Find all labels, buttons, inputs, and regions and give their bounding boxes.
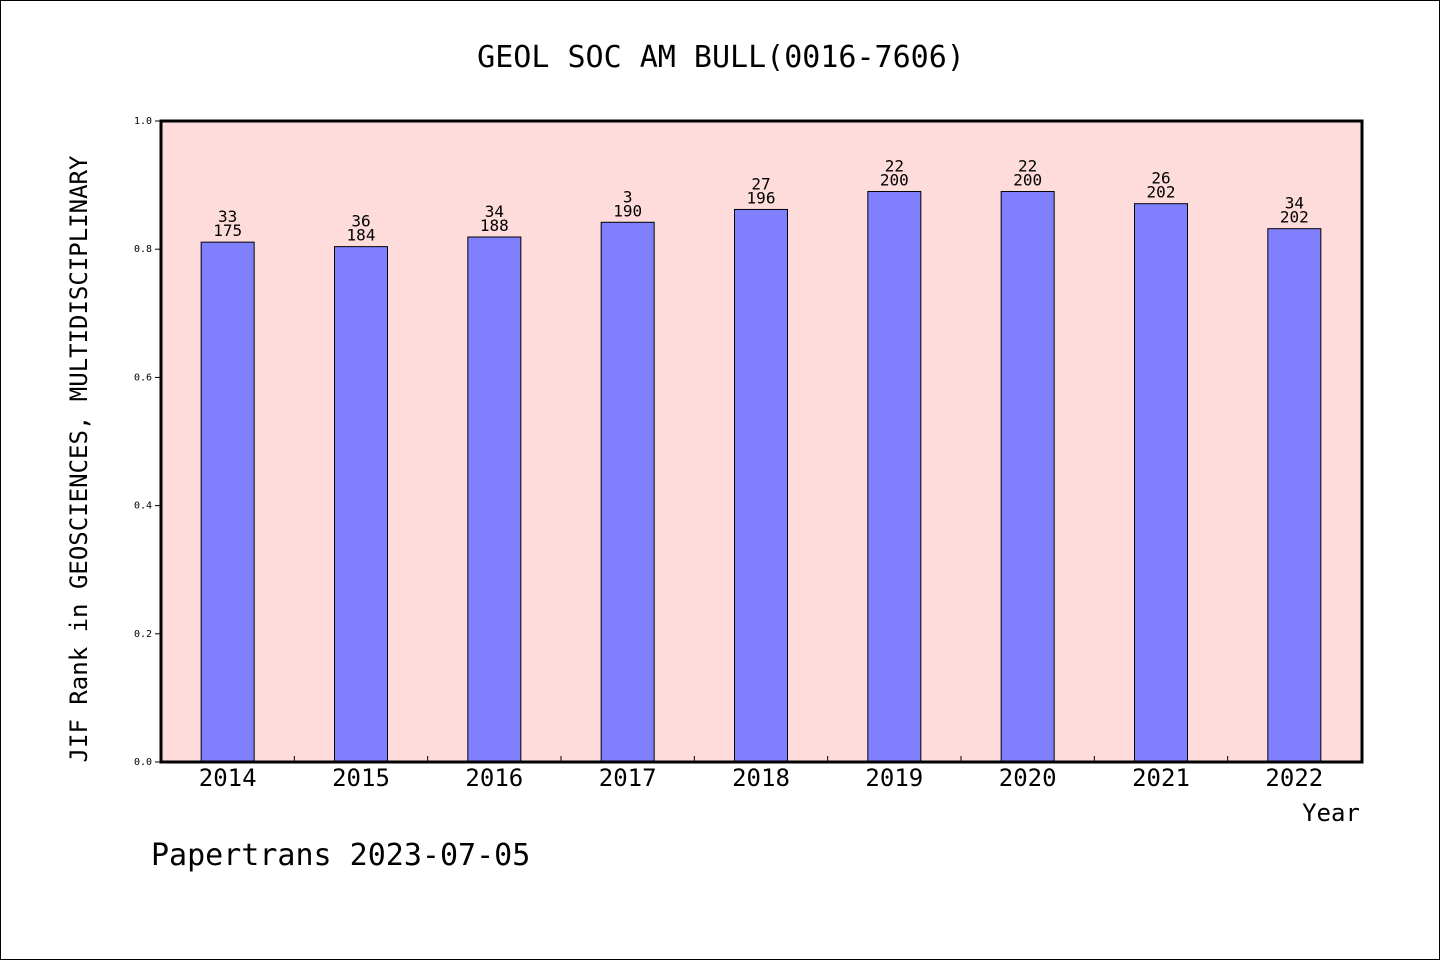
bar-2021 xyxy=(1134,203,1188,763)
bar-2020 xyxy=(1000,191,1055,763)
x-tick-label: 2018 xyxy=(732,764,790,792)
x-tick-label: 2015 xyxy=(332,764,390,792)
bar-rank-label: 33 xyxy=(218,207,237,226)
bar-rank-label: 22 xyxy=(1018,157,1037,176)
x-tick-label: 2014 xyxy=(199,764,257,792)
x-tick-label: 2017 xyxy=(599,764,657,792)
x-tick-label: 2021 xyxy=(1132,764,1190,792)
bar-total-label: 200 xyxy=(1013,171,1042,190)
y-axis-label: JIF Rank in GEOSCIENCES, MULTIDISCIPLINA… xyxy=(65,155,93,762)
bar-2018 xyxy=(734,208,788,763)
y-tick-label: 0.2 xyxy=(134,629,152,640)
y-tick-label: 0.4 xyxy=(134,501,152,512)
bar-total-label: 184 xyxy=(347,226,376,245)
x-tick-label: 2019 xyxy=(865,764,923,792)
x-tick-label: 2022 xyxy=(1265,764,1323,792)
bar-total-label: 190 xyxy=(613,201,642,220)
ticks-layer: 2014 2015 2016 2017 2018 2019 2020 2021 2022 0.0 0… xyxy=(134,116,1323,792)
bar-2016 xyxy=(467,236,522,763)
bar-total-label: 175 xyxy=(213,221,242,240)
bar-total-label: 196 xyxy=(747,188,776,207)
bar-rank-label: 3 xyxy=(623,187,633,206)
bar-total-label: 202 xyxy=(1280,208,1309,227)
bar-rank-label: 22 xyxy=(885,157,904,176)
bar-2014 xyxy=(200,241,255,763)
bar-2022 xyxy=(1267,228,1322,763)
bar-2017 xyxy=(600,221,655,763)
y-tick-label: 0.0 xyxy=(134,757,152,768)
bar-total-label: 188 xyxy=(480,216,509,235)
chart-title: GEOL SOC AM BULL(0016-7606) xyxy=(477,40,965,75)
bar-rank-label: 26 xyxy=(1151,169,1170,188)
x-tick-label: 2016 xyxy=(465,764,523,792)
plot-frame xyxy=(159,119,1364,764)
y-tick-label: 1.0 xyxy=(134,116,152,127)
bar-total-label: 200 xyxy=(880,171,909,190)
bar-rank-label: 34 xyxy=(1285,194,1304,213)
bar-2015 xyxy=(334,246,388,763)
bar-rank-label: 27 xyxy=(751,174,770,193)
x-axis-label: Year xyxy=(1302,799,1360,827)
y-tick-label: 0.8 xyxy=(134,244,152,255)
footer-credit: Papertrans 2023-07-05 xyxy=(151,838,530,873)
y-tick-label: 0.6 xyxy=(134,372,152,383)
bar-2019 xyxy=(867,191,922,763)
bar-rank-label: 34 xyxy=(485,202,504,221)
x-tick-label: 2020 xyxy=(999,764,1057,792)
bar-total-label: 202 xyxy=(1147,183,1176,202)
bar-rank-label: 36 xyxy=(351,212,370,231)
